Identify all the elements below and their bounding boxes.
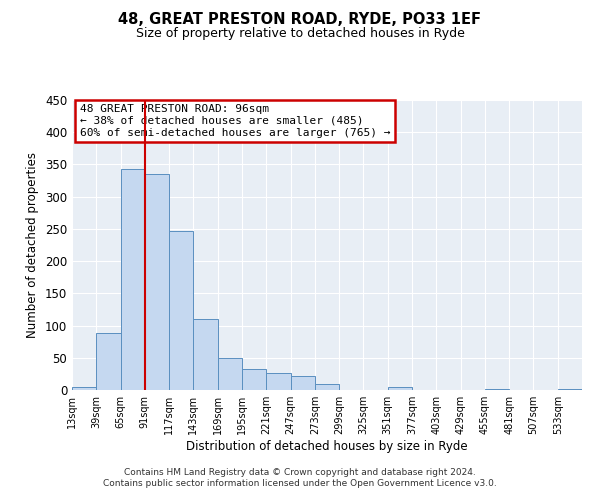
Bar	[169, 232, 193, 390]
Text: 48 GREAT PRESTON ROAD: 96sqm
← 38% of detached houses are smaller (485)
60% of s: 48 GREAT PRESTON ROAD: 96sqm ← 38% of de…	[80, 104, 390, 138]
Bar	[315, 384, 339, 390]
Text: 48, GREAT PRESTON ROAD, RYDE, PO33 1EF: 48, GREAT PRESTON ROAD, RYDE, PO33 1EF	[119, 12, 482, 28]
Bar	[242, 368, 266, 390]
Y-axis label: Number of detached properties: Number of detached properties	[26, 152, 40, 338]
Bar	[193, 319, 218, 390]
Bar	[218, 358, 242, 390]
Bar	[121, 169, 145, 390]
Bar	[290, 376, 315, 390]
Bar	[485, 388, 509, 390]
Bar	[72, 387, 96, 390]
X-axis label: Distribution of detached houses by size in Ryde: Distribution of detached houses by size …	[186, 440, 468, 453]
Bar	[145, 174, 169, 390]
Bar	[266, 372, 290, 390]
Bar	[96, 334, 121, 390]
Text: Size of property relative to detached houses in Ryde: Size of property relative to detached ho…	[136, 28, 464, 40]
Bar	[388, 387, 412, 390]
Text: Contains HM Land Registry data © Crown copyright and database right 2024.
Contai: Contains HM Land Registry data © Crown c…	[103, 468, 497, 487]
